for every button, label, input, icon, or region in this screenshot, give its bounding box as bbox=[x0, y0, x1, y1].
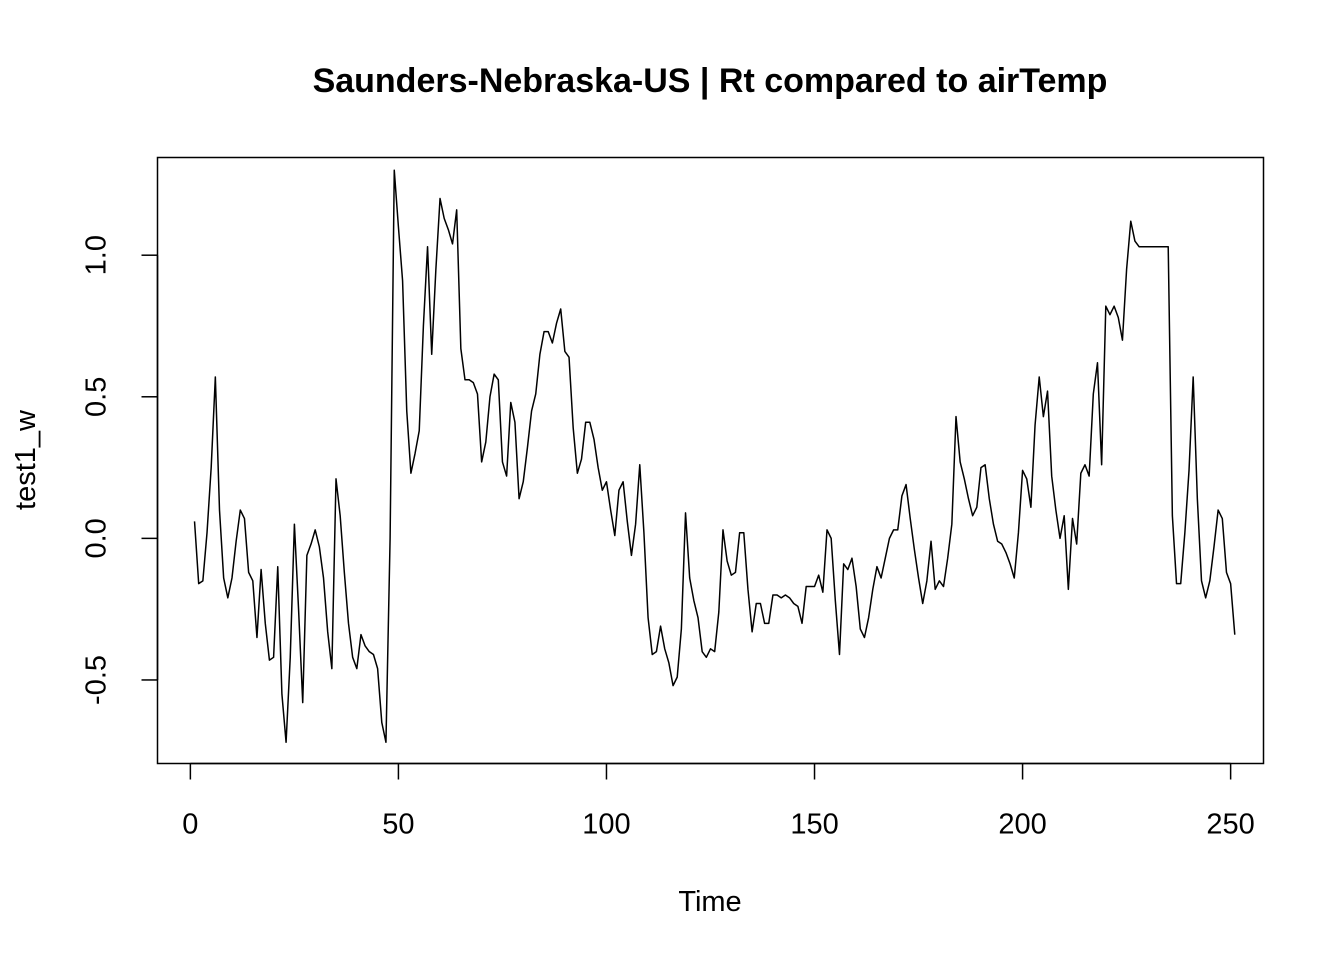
series-line bbox=[193, 169, 1236, 744]
x-axis: 0 50 100 150 200 250 bbox=[182, 762, 1255, 841]
x-tick-label: 0 bbox=[182, 809, 198, 841]
x-tick-label: 200 bbox=[998, 809, 1046, 841]
x-tick-label: 100 bbox=[582, 809, 630, 841]
plot-frame bbox=[156, 156, 1265, 765]
y-tick-label: -0.5 bbox=[81, 655, 113, 705]
chart-title: Saunders-Nebraska-US | Rt compared to ai… bbox=[313, 62, 1108, 100]
x-axis-label: Time bbox=[678, 886, 741, 918]
y-axis-label: test1_w bbox=[10, 409, 42, 510]
y-axis: -0.5 0.0 0.5 1.0 bbox=[81, 235, 159, 705]
y-tick-label: 1.0 bbox=[81, 235, 113, 275]
y-tick-label: 0.5 bbox=[81, 377, 113, 417]
x-tick-label: 50 bbox=[382, 809, 414, 841]
x-tick-label: 150 bbox=[790, 809, 838, 841]
x-tick-label: 250 bbox=[1206, 809, 1254, 841]
y-tick-label: 0.0 bbox=[81, 518, 113, 558]
